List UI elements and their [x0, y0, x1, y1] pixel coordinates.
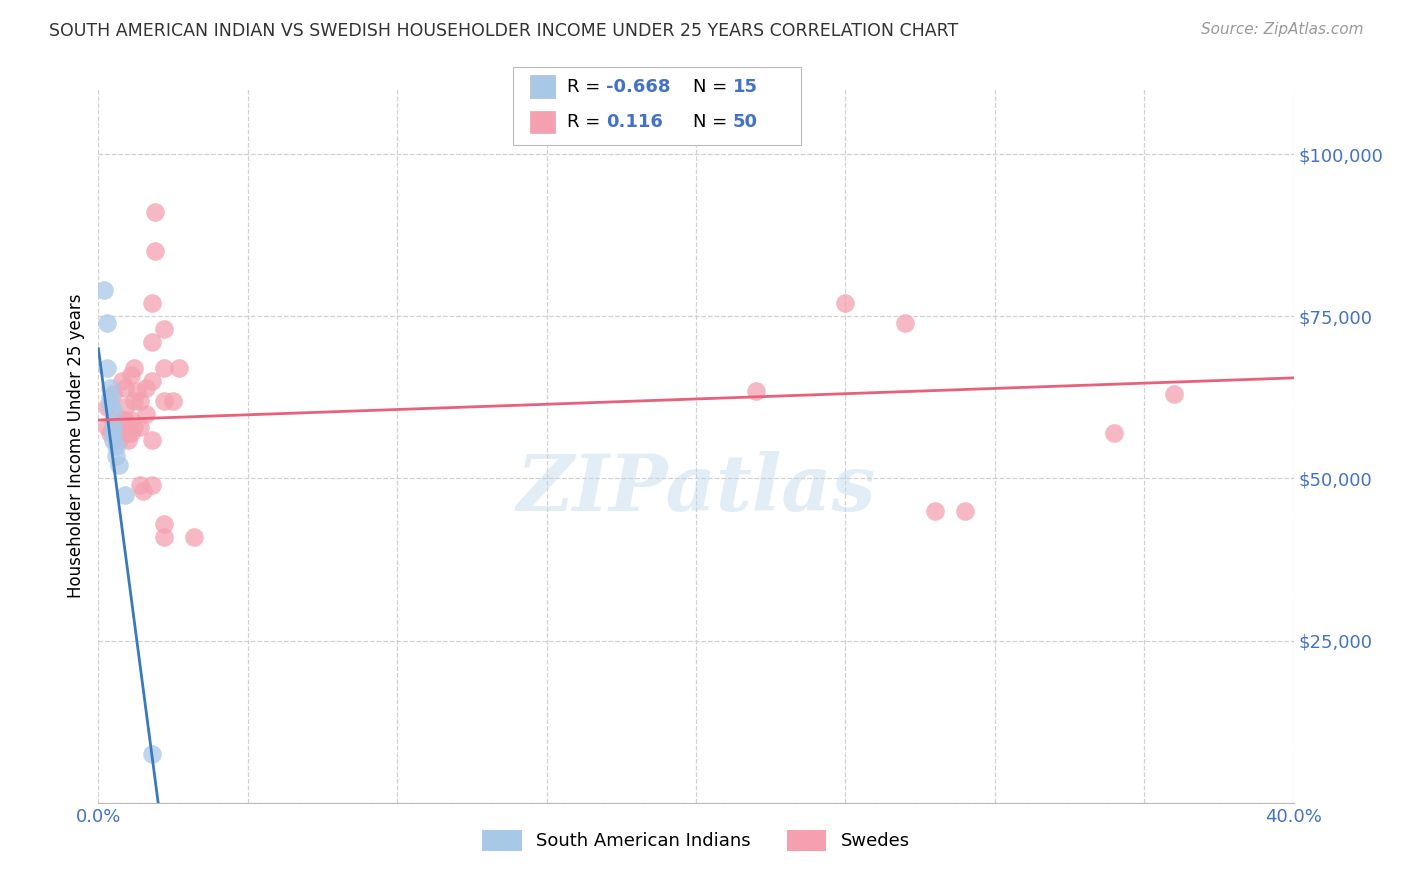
Point [103, 419, 125, 434]
Point [120, 425, 142, 440]
Point [98, 381, 122, 395]
Point [96, 316, 118, 330]
Point [153, 530, 176, 544]
Point [111, 413, 134, 427]
Text: N =: N = [693, 113, 733, 131]
Point [120, 413, 142, 427]
Point [141, 296, 163, 310]
Text: SOUTH AMERICAN INDIAN VS SWEDISH HOUSEHOLDER INCOME UNDER 25 YEARS CORRELATION C: SOUTH AMERICAN INDIAN VS SWEDISH HOUSEHO… [49, 22, 959, 40]
Point [143, 205, 166, 219]
Text: N =: N = [693, 78, 733, 95]
Point [745, 384, 768, 398]
Point [141, 335, 163, 350]
Point [117, 433, 139, 447]
Point [124, 419, 146, 434]
Point [153, 516, 176, 531]
Point [117, 425, 139, 440]
Point [105, 423, 128, 437]
Point [132, 484, 155, 499]
Point [143, 244, 166, 259]
Point [153, 393, 176, 408]
Point [93, 283, 115, 297]
Point [135, 407, 157, 421]
Point [114, 488, 136, 502]
Point [111, 374, 134, 388]
Point [103, 425, 125, 440]
Text: R =: R = [567, 78, 606, 95]
Point [120, 368, 142, 382]
Point [135, 381, 157, 395]
Point [96, 419, 118, 434]
Point [1104, 425, 1126, 440]
Text: R =: R = [567, 113, 606, 131]
Point [183, 530, 205, 544]
Point [103, 403, 125, 417]
Point [167, 361, 190, 376]
Point [129, 393, 152, 408]
Point [105, 439, 128, 453]
Y-axis label: Householder Income Under 25 years: Householder Income Under 25 years [66, 293, 84, 599]
Point [129, 419, 152, 434]
Point [129, 478, 152, 492]
Text: Source: ZipAtlas.com: Source: ZipAtlas.com [1201, 22, 1364, 37]
Point [103, 413, 125, 427]
Point [114, 400, 136, 414]
Point [141, 433, 163, 447]
Point [108, 458, 131, 473]
Point [108, 433, 131, 447]
Text: 50: 50 [733, 113, 758, 131]
Point [96, 361, 118, 376]
Point [924, 504, 946, 518]
Point [98, 397, 122, 411]
Point [114, 381, 136, 395]
Point [1163, 387, 1185, 401]
Point [162, 393, 184, 408]
Text: -0.668: -0.668 [606, 78, 671, 95]
Legend: South American Indians, Swedes: South American Indians, Swedes [475, 822, 917, 858]
Point [105, 449, 128, 463]
Text: 0.116: 0.116 [606, 113, 662, 131]
Text: 15: 15 [733, 78, 758, 95]
Point [141, 747, 163, 761]
Point [153, 322, 176, 336]
Point [153, 361, 176, 376]
Point [141, 478, 163, 492]
Point [114, 413, 136, 427]
Point [894, 316, 917, 330]
Point [124, 393, 146, 408]
Point [98, 425, 122, 440]
Point [141, 374, 163, 388]
Point [127, 384, 149, 398]
Point [953, 504, 976, 518]
Point [96, 400, 118, 414]
Point [124, 361, 146, 376]
Point [98, 390, 122, 404]
Point [103, 433, 125, 447]
Text: ZIPatlas: ZIPatlas [516, 450, 876, 527]
Point [108, 425, 131, 440]
Point [103, 387, 125, 401]
Point [834, 296, 856, 310]
